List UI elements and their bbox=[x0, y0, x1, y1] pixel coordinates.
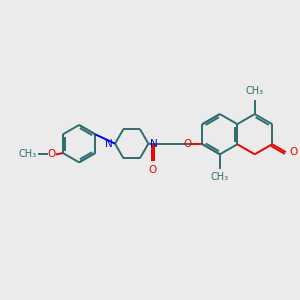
Text: CH₃: CH₃ bbox=[246, 86, 264, 96]
Text: N: N bbox=[150, 139, 158, 149]
Text: O: O bbox=[290, 147, 298, 157]
Text: N: N bbox=[105, 139, 113, 149]
Text: O: O bbox=[183, 139, 192, 149]
Text: CH₃: CH₃ bbox=[211, 172, 229, 182]
Text: O: O bbox=[148, 165, 157, 175]
Text: CH₃: CH₃ bbox=[19, 149, 37, 160]
Text: O: O bbox=[47, 149, 56, 160]
